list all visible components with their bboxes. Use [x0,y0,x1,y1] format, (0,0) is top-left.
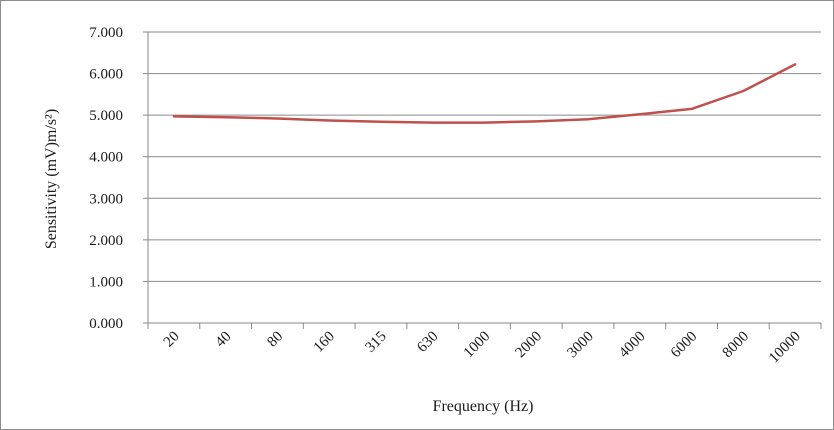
x-tick-label: 3000 [564,329,597,362]
y-tick-label: 4.000 [89,150,123,166]
x-tick-label: 630 [414,329,441,356]
y-tick-label: 6.000 [89,67,123,83]
x-tick-label: 40 [213,329,235,351]
y-tick-label: 5.000 [89,108,123,124]
x-tick-label: 1000 [461,329,494,362]
x-tick-label: 315 [363,329,390,356]
y-tick-label: 7.000 [89,25,123,41]
axes [143,31,822,329]
series-line [172,63,797,124]
y-tick-label: 1.000 [89,274,123,290]
y-tick-label: 2.000 [89,233,123,249]
y-axis-title: Sensitivity (mV)m/s²) [43,109,60,249]
grid-lines [148,31,821,282]
series-lines [172,63,797,124]
x-tick-labels: 20 40 80 160 315 630 1000 2000 3000 4000 6000 8000 1… [161,329,804,367]
y-tick-label: 3.000 [89,191,123,207]
x-tick-label: 80 [264,329,286,351]
y-tick-label: 0.000 [89,316,123,332]
x-tick-label: 2000 [513,329,546,362]
x-tick-label: 160 [311,329,338,356]
x-tick-label: 8000 [720,329,753,362]
x-tick-label: 10000 [766,329,804,367]
x-tick-label: 6000 [668,329,701,362]
x-axis-title: Frequency (Hz) [433,398,534,415]
y-tick-labels: 0.000 1.000 2.000 3.000 4.000 5.000 6.000 7.000 [89,25,123,332]
x-tick-label: 4000 [616,329,649,362]
x-tick-label: 20 [161,329,183,351]
